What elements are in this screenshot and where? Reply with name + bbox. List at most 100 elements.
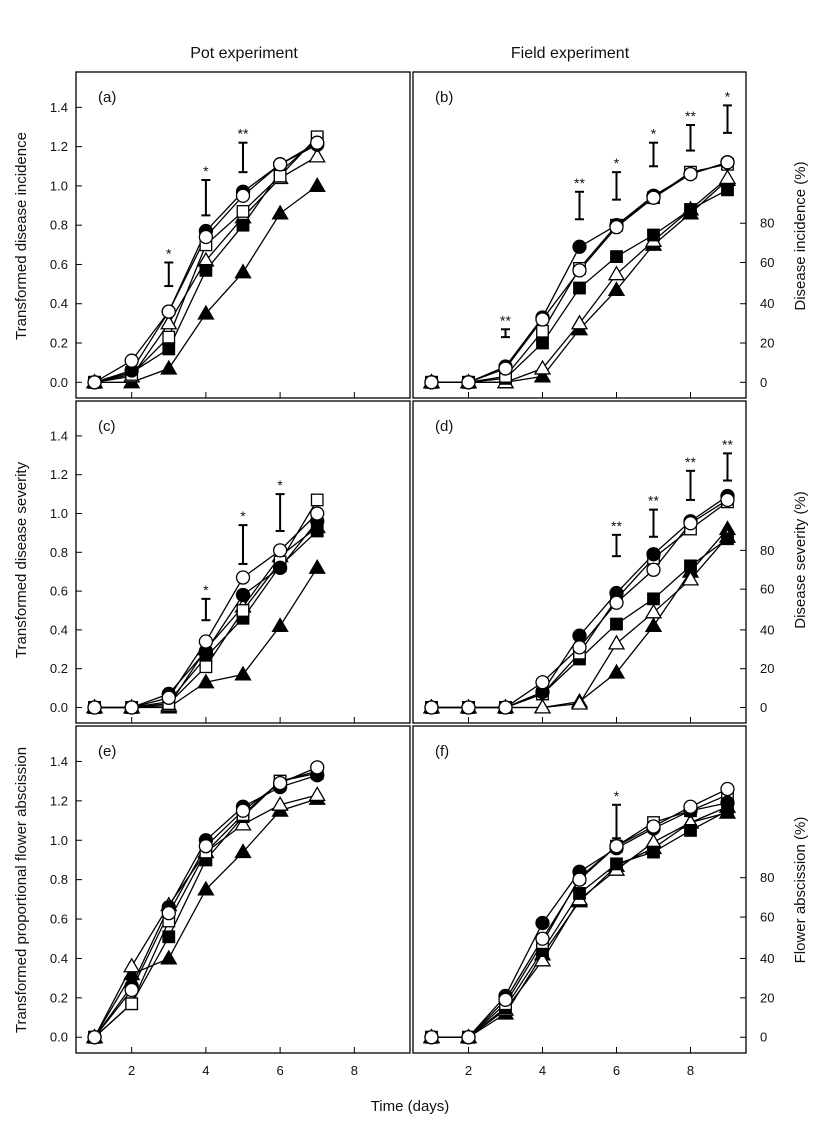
significance-label: * bbox=[614, 155, 620, 171]
marker-filled-square bbox=[721, 183, 734, 197]
y-tick-label-right: 80 bbox=[760, 216, 774, 231]
y-tick-label-right: 60 bbox=[760, 910, 774, 925]
marker-open-circle bbox=[424, 700, 439, 715]
marker-open-triangle bbox=[570, 314, 589, 330]
marker-filled-square bbox=[684, 824, 697, 837]
x-tick-label: 8 bbox=[687, 1063, 694, 1078]
left-column-heading: Pot experiment bbox=[190, 45, 298, 62]
marker-filled-triangle bbox=[308, 177, 326, 192]
significance-label: * bbox=[614, 788, 620, 804]
marker-open-triangle bbox=[570, 694, 589, 710]
marker-open-square bbox=[236, 604, 250, 617]
marker-filled-triangle bbox=[160, 949, 178, 965]
marker-open-square bbox=[125, 997, 139, 1011]
marker-open-triangle bbox=[533, 359, 552, 375]
marker-open-circle bbox=[198, 229, 214, 245]
marker-open-circle bbox=[572, 640, 587, 655]
y-label-a: Transformed disease incidence bbox=[13, 132, 30, 340]
y-tick-label-right: 40 bbox=[760, 622, 774, 637]
marker-filled-circle bbox=[235, 587, 251, 603]
marker-open-circle bbox=[646, 562, 661, 577]
marker-open-circle bbox=[198, 839, 214, 854]
marker-open-circle bbox=[498, 992, 513, 1007]
y-tick-label: 1.2 bbox=[50, 467, 68, 482]
marker-open-circle bbox=[609, 219, 624, 235]
y-tick-label: 1.4 bbox=[50, 754, 68, 769]
marker-open-circle bbox=[124, 353, 139, 368]
marker-open-circle bbox=[646, 190, 661, 205]
panel-a-label: (a) bbox=[98, 89, 116, 106]
series-line-open-triangle bbox=[431, 806, 728, 1038]
marker-filled-square bbox=[647, 845, 660, 859]
marker-open-square bbox=[310, 493, 324, 507]
significance-label: ** bbox=[500, 312, 511, 328]
panel-c: (c) 0.0 0.2 0.4 0.6 0.8 1.0 1.2 1.4 * * * bbox=[50, 400, 411, 724]
marker-filled-triangle bbox=[234, 263, 252, 279]
marker-open-square bbox=[236, 205, 250, 218]
y-tick-label-right: 60 bbox=[760, 582, 774, 597]
marker-open-square bbox=[536, 324, 549, 338]
marker-open-circle bbox=[535, 675, 550, 690]
marker-open-circle bbox=[609, 839, 624, 854]
panel-a-frame bbox=[75, 71, 411, 399]
marker-open-circle bbox=[124, 700, 139, 715]
series-line-filled-triangle bbox=[431, 812, 728, 1038]
significance-label: * bbox=[203, 163, 209, 179]
marker-filled-square bbox=[199, 263, 213, 277]
series-line-filled-circle bbox=[431, 802, 728, 1038]
marker-filled-triangle bbox=[197, 304, 215, 320]
marker-open-circle bbox=[535, 931, 550, 946]
marker-filled-triangle bbox=[308, 559, 326, 574]
marker-open-circle bbox=[498, 700, 513, 715]
marker-open-circle bbox=[87, 1030, 102, 1045]
marker-open-circle bbox=[198, 634, 214, 649]
y-tick-label-right: 80 bbox=[760, 870, 774, 885]
marker-filled-square bbox=[573, 281, 586, 295]
panel-c-frame bbox=[75, 400, 411, 724]
series-line-filled-triangle bbox=[431, 528, 728, 709]
marker-open-circle bbox=[720, 492, 735, 508]
significance-label: ** bbox=[722, 436, 733, 452]
significance-label: * bbox=[277, 477, 283, 493]
panel-d: (d) 0 20 40 60 80 ** ** ** ** bbox=[412, 400, 774, 724]
significance-label: ** bbox=[611, 518, 622, 534]
marker-open-triangle bbox=[234, 815, 252, 831]
marker-filled-triangle bbox=[644, 617, 663, 633]
marker-open-triangle bbox=[681, 570, 700, 586]
marker-filled-square bbox=[162, 930, 176, 944]
panel-e-label: (e) bbox=[98, 743, 116, 760]
x-tick-label: 8 bbox=[351, 1063, 358, 1078]
marker-open-circle bbox=[609, 595, 624, 610]
y-tick-label: 0.2 bbox=[50, 990, 68, 1005]
panel-f-label: (f) bbox=[435, 743, 449, 760]
significance-label: * bbox=[166, 245, 172, 261]
significance-label: * bbox=[651, 126, 657, 142]
marker-filled-triangle bbox=[607, 663, 626, 679]
x-tick-label: 6 bbox=[276, 1063, 283, 1078]
y-tick-label-right: 80 bbox=[760, 543, 774, 558]
y-tick-label-right: 0 bbox=[760, 700, 767, 715]
marker-open-circle bbox=[498, 361, 513, 376]
y-tick-label: 1.2 bbox=[50, 793, 68, 808]
y-tick-label: 1.4 bbox=[50, 428, 68, 443]
marker-filled-square bbox=[647, 592, 660, 606]
x-tick-label: 6 bbox=[613, 1063, 620, 1078]
y-tick-label: 1.0 bbox=[50, 833, 68, 848]
y-label-c: Transformed disease severity bbox=[13, 461, 30, 658]
y-tick-label: 1.4 bbox=[50, 100, 68, 115]
significance-label: ** bbox=[648, 493, 659, 509]
series-line-open-circle bbox=[431, 499, 728, 709]
marker-open-square bbox=[199, 660, 213, 674]
marker-open-triangle bbox=[123, 957, 141, 973]
marker-open-triangle bbox=[160, 314, 178, 330]
marker-filled-square bbox=[162, 342, 176, 356]
marker-filled-square bbox=[684, 559, 697, 573]
marker-filled-circle bbox=[646, 547, 661, 562]
marker-filled-triangle bbox=[271, 204, 289, 220]
y-tick-label: 0.6 bbox=[50, 257, 68, 272]
y-label-d: Disease severity (%) bbox=[792, 491, 809, 629]
x-tick-label: 2 bbox=[128, 1063, 135, 1078]
marker-open-triangle bbox=[607, 265, 626, 281]
marker-open-triangle bbox=[718, 169, 737, 185]
marker-open-circle bbox=[535, 312, 550, 327]
